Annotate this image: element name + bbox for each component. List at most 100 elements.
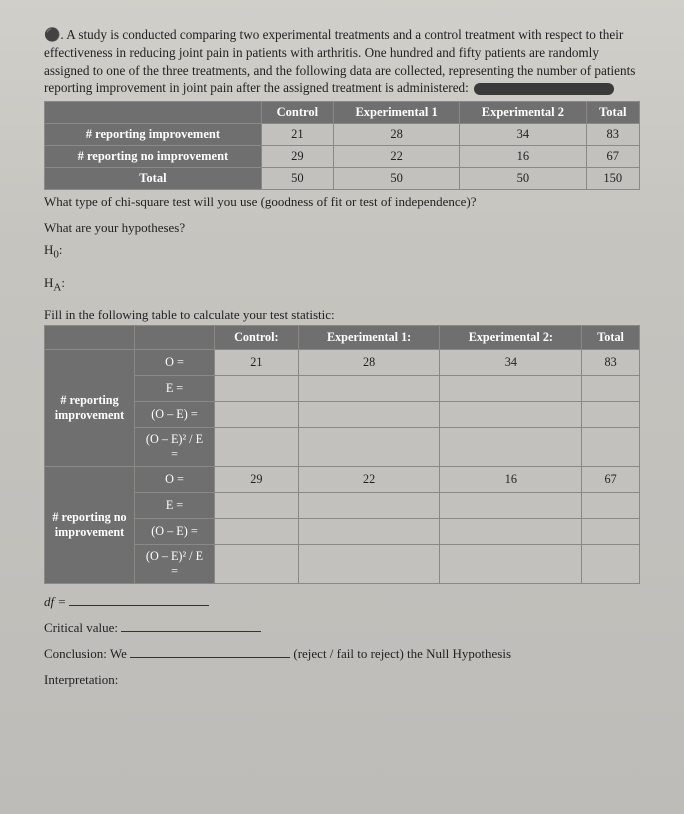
t2-cell: 83 [582, 350, 640, 376]
hypothesis-ha: HA: [44, 275, 640, 294]
t2-formula: (O – E) = [135, 519, 215, 545]
table-row: # reporting no improvement 29 22 16 67 [45, 146, 640, 168]
t2-cell [440, 493, 582, 519]
table-row: # reporting improvement 21 28 34 83 [45, 124, 640, 146]
t2-h-blank1 [45, 326, 135, 350]
t2-cell [298, 428, 440, 467]
t2-cell [440, 545, 582, 584]
t2-cell [298, 376, 440, 402]
t1-cell: 50 [261, 168, 333, 190]
table-row: (O – E)² / E = [45, 545, 640, 584]
t2-formula: O = [135, 350, 215, 376]
hypothesis-h0: H0: [44, 242, 640, 261]
problem-statement: ⚫. A study is conducted comparing two ex… [44, 26, 640, 97]
t2-formula: E = [135, 376, 215, 402]
table-row: (O – E)² / E = [45, 428, 640, 467]
t2-cell [440, 519, 582, 545]
t2-cell [215, 402, 299, 428]
t1-cell: 21 [261, 124, 333, 146]
t2-h-total: Total [582, 326, 640, 350]
t2-cell [440, 428, 582, 467]
t1-cell: 83 [586, 124, 639, 146]
t1-h-blank [45, 102, 262, 124]
t1-h-control: Control [261, 102, 333, 124]
t1-cell: 150 [586, 168, 639, 190]
t2-cell [298, 493, 440, 519]
t1-cell: 34 [460, 124, 586, 146]
t2-h-control: Control: [215, 326, 299, 350]
table-row: # reporting improvement O = 21 28 34 83 [45, 350, 640, 376]
t2-cell [298, 402, 440, 428]
t2-cell: 22 [298, 467, 440, 493]
t1-cell: 16 [460, 146, 586, 168]
t2-cell [215, 545, 299, 584]
t2-cell: 29 [215, 467, 299, 493]
table-row: Total 50 50 50 150 [45, 168, 640, 190]
t2-cell [215, 428, 299, 467]
t1-cell: 67 [586, 146, 639, 168]
table-row: # reporting no improvement O = 29 22 16 … [45, 467, 640, 493]
t1-cell: 50 [460, 168, 586, 190]
cv-label: Critical value: [44, 620, 118, 635]
df-blank [69, 594, 209, 606]
t2-cell: 28 [298, 350, 440, 376]
table-row: E = [45, 493, 640, 519]
h0-sub: 0 [53, 249, 59, 261]
t1-h-total: Total [586, 102, 639, 124]
t2-g1-label: # reporting improvement [45, 350, 135, 467]
ha-sub: A [53, 281, 61, 293]
t2-h-exp2: Experimental 2: [440, 326, 582, 350]
t1-cell: 22 [333, 146, 459, 168]
t2-cell: 16 [440, 467, 582, 493]
t1-r3-label: Total [45, 168, 262, 190]
ha-label: H [44, 275, 53, 290]
t2-formula: (O – E)² / E = [135, 428, 215, 467]
observed-table: Control Experimental 1 Experimental 2 To… [44, 101, 640, 190]
t1-cell: 28 [333, 124, 459, 146]
t2-cell [582, 519, 640, 545]
t2-cell [582, 428, 640, 467]
t2-cell [440, 402, 582, 428]
concl-post: (reject / fail to reject) the Null Hypot… [293, 646, 511, 661]
t1-r1-label: # reporting improvement [45, 124, 262, 146]
h0-label: H [44, 242, 53, 257]
redacted-mark [474, 83, 614, 95]
t2-cell [215, 493, 299, 519]
t1-r2-label: # reporting no improvement [45, 146, 262, 168]
t2-g2-label: # reporting no improvement [45, 467, 135, 584]
t2-cell [582, 402, 640, 428]
t2-h-blank2 [135, 326, 215, 350]
question-chi-type: What type of chi-square test will you us… [44, 194, 640, 210]
t2-cell [298, 519, 440, 545]
t1-cell: 50 [333, 168, 459, 190]
interpretation-line: Interpretation: [44, 672, 640, 688]
t2-cell [582, 545, 640, 584]
t2-cell: 67 [582, 467, 640, 493]
t2-cell [440, 376, 582, 402]
t2-cell [215, 376, 299, 402]
t2-formula: O = [135, 467, 215, 493]
table-row: E = [45, 376, 640, 402]
concl-pre: Conclusion: We [44, 646, 127, 661]
conclusion-line: Conclusion: We (reject / fail to reject)… [44, 646, 640, 662]
t2-cell [298, 545, 440, 584]
t2-formula: E = [135, 493, 215, 519]
question-hypotheses: What are your hypotheses? [44, 220, 640, 236]
worksheet-page: ⚫. A study is conducted comparing two ex… [0, 0, 684, 814]
t2-cell: 34 [440, 350, 582, 376]
t1-cell: 29 [261, 146, 333, 168]
t2-cell: 21 [215, 350, 299, 376]
df-label: df = [44, 594, 66, 609]
concl-blank [130, 646, 290, 658]
t2-h-exp1: Experimental 1: [298, 326, 440, 350]
t2-cell [582, 493, 640, 519]
problem-num-icon: ⚫. [44, 27, 64, 42]
t1-h-exp1: Experimental 1 [333, 102, 459, 124]
t2-cell [215, 519, 299, 545]
table-row: (O – E) = [45, 402, 640, 428]
cv-blank [121, 620, 261, 632]
t2-formula: (O – E)² / E = [135, 545, 215, 584]
t1-h-exp2: Experimental 2 [460, 102, 586, 124]
interp-label: Interpretation: [44, 672, 118, 687]
fill-instruction: Fill in the following table to calculate… [44, 307, 640, 323]
